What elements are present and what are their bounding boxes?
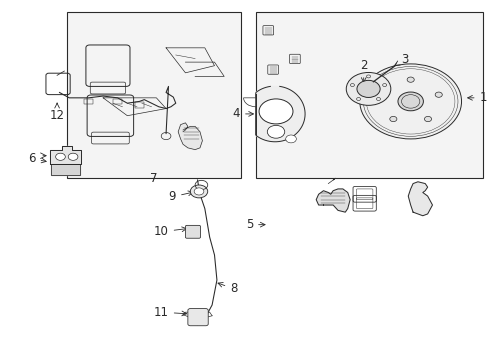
Polygon shape (50, 146, 81, 164)
Text: 7: 7 (150, 172, 158, 185)
Circle shape (356, 80, 379, 98)
Text: 1: 1 (467, 91, 486, 104)
Polygon shape (51, 164, 80, 175)
Text: 11: 11 (153, 306, 186, 319)
Text: 8: 8 (218, 283, 237, 296)
Circle shape (359, 64, 461, 139)
Text: 10: 10 (154, 225, 186, 238)
Circle shape (397, 92, 423, 111)
Polygon shape (316, 189, 349, 212)
Polygon shape (407, 182, 431, 216)
Text: 6: 6 (28, 152, 46, 165)
Bar (113, 99, 122, 104)
Text: 3: 3 (394, 53, 407, 66)
Text: 12: 12 (49, 103, 64, 122)
Polygon shape (255, 86, 305, 142)
FancyBboxPatch shape (185, 225, 200, 238)
Text: 9: 9 (168, 190, 193, 203)
Bar (134, 102, 144, 108)
Bar (67, 12, 241, 178)
Bar (255, 12, 482, 178)
Circle shape (259, 99, 292, 124)
Text: 5: 5 (245, 218, 264, 231)
Circle shape (68, 153, 78, 160)
Polygon shape (178, 123, 202, 150)
Circle shape (434, 92, 441, 97)
Wedge shape (243, 98, 255, 107)
Circle shape (194, 188, 203, 195)
Circle shape (389, 116, 396, 122)
Circle shape (346, 72, 390, 105)
Circle shape (56, 153, 65, 160)
FancyBboxPatch shape (187, 309, 208, 326)
Circle shape (407, 77, 413, 82)
Circle shape (424, 116, 431, 122)
Circle shape (285, 135, 296, 143)
Circle shape (267, 125, 284, 138)
Text: 2: 2 (359, 59, 366, 82)
Circle shape (378, 92, 386, 97)
Bar (83, 99, 93, 104)
Text: 4: 4 (232, 107, 253, 120)
Circle shape (190, 185, 207, 198)
